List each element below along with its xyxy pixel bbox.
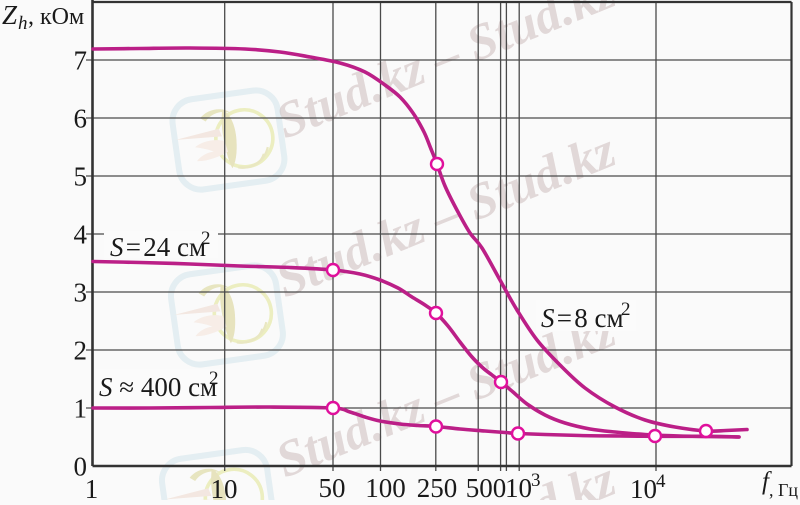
svg-text:S = 8 см: S = 8 см <box>541 303 624 333</box>
svg-text:h: h <box>18 13 28 34</box>
svg-text:0: 0 <box>74 452 88 482</box>
svg-text:S ≈ 400 см: S ≈ 400 см <box>99 372 217 402</box>
svg-text:6: 6 <box>74 104 88 134</box>
svg-text:f: f <box>762 468 772 495</box>
svg-text:2: 2 <box>209 368 219 389</box>
svg-text:, кОм: , кОм <box>28 4 84 30</box>
svg-text:Z: Z <box>2 0 18 30</box>
svg-text:S = 24 см: S = 24 см <box>110 232 206 262</box>
svg-text:10: 10 <box>211 474 238 500</box>
svg-text:2: 2 <box>74 336 88 366</box>
svg-text:4: 4 <box>74 220 88 250</box>
svg-text:2: 2 <box>201 228 211 249</box>
svg-text:5: 5 <box>74 162 88 192</box>
svg-text:500: 500 <box>466 473 507 500</box>
svg-text:2: 2 <box>621 299 631 320</box>
svg-text:100: 100 <box>365 473 406 500</box>
svg-text:3: 3 <box>531 470 541 491</box>
svg-text:10: 10 <box>505 473 532 500</box>
svg-text:7: 7 <box>74 46 88 76</box>
svg-text:, Гц: , Гц <box>769 480 798 500</box>
svg-text:4: 4 <box>656 471 666 492</box>
svg-text:50: 50 <box>319 473 346 500</box>
svg-text:1: 1 <box>85 474 99 500</box>
svg-text:250: 250 <box>417 473 458 500</box>
svg-text:3: 3 <box>74 278 88 308</box>
svg-text:10: 10 <box>630 474 657 500</box>
svg-text:1: 1 <box>74 394 88 424</box>
